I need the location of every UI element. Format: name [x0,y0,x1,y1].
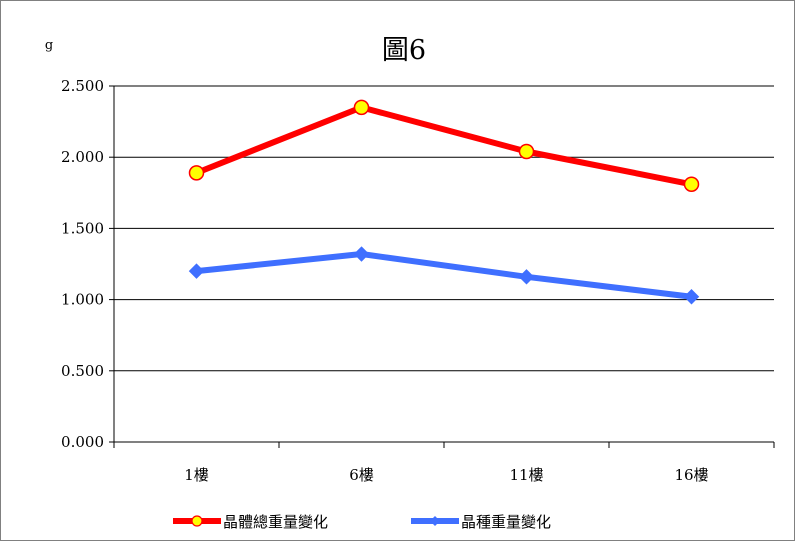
y-tick-label: 2.000 [61,148,104,166]
gridlines [114,85,774,372]
data-point [353,246,370,262]
series-lines [193,104,695,300]
data-point [188,165,205,181]
data-point [518,269,535,285]
data-point [518,143,535,160]
data-point [683,176,700,193]
x-tick-label: 6樓 [349,466,374,484]
legend: 晶體總重量變化 晶種重量變化 [173,513,551,531]
data-point [188,263,205,279]
x-tick-label: 11樓 [509,466,543,484]
y-tick-label: 0.000 [61,433,104,451]
y-tick-label: 1.000 [61,291,104,309]
y-tick-label: 1.500 [61,219,104,237]
y-axis-unit-label: g [45,38,53,53]
series-line [193,104,695,188]
series-line [193,251,695,300]
legend-label: 晶體總重量變化 [223,513,328,531]
legend-label: 晶種重量變化 [461,513,551,531]
y-tick-labels: 0.000 0.500 1.000 1.500 2.000 2.500 [61,77,104,451]
legend-marker [430,516,440,526]
data-point [683,289,700,305]
y-tick-label: 0.500 [61,362,104,380]
x-tick-label: 16樓 [674,466,708,484]
chart-title: 圖6 [382,35,426,66]
series-markers [188,99,700,305]
legend-marker [191,515,203,527]
data-point [353,99,370,116]
axes [109,85,775,448]
x-tick-labels: 1樓 6樓 11樓 16樓 [184,466,708,484]
y-tick-label: 2.500 [61,77,104,95]
x-tick-label: 1樓 [184,466,209,484]
